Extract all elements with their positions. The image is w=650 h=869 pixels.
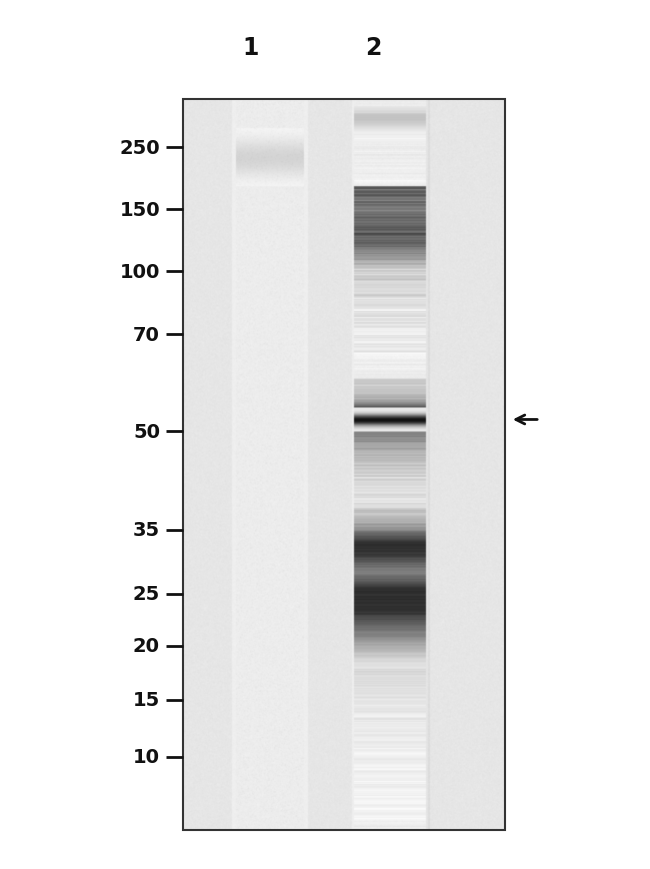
Text: 25: 25: [133, 585, 160, 603]
Text: 50: 50: [133, 422, 160, 441]
Text: 250: 250: [120, 138, 160, 157]
Bar: [183, 100, 505, 830]
Text: 35: 35: [133, 521, 160, 540]
Text: 2: 2: [365, 36, 382, 60]
Text: 10: 10: [133, 747, 160, 766]
Text: 15: 15: [133, 691, 160, 709]
Text: 70: 70: [133, 326, 160, 344]
Text: 100: 100: [120, 262, 160, 282]
Text: 150: 150: [120, 201, 160, 220]
Text: 20: 20: [133, 636, 160, 655]
Text: 1: 1: [242, 36, 259, 60]
